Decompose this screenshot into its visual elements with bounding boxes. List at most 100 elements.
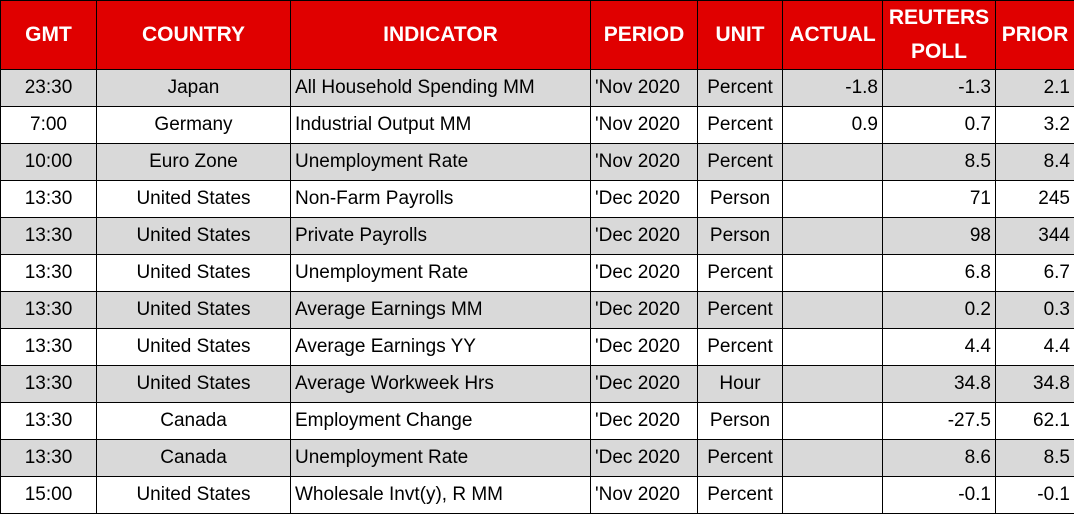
table-cell: Percent: [698, 477, 783, 514]
table-cell: 71: [883, 181, 996, 218]
table-cell: United States: [97, 218, 291, 255]
table-cell: 34.8: [883, 366, 996, 403]
table-cell: [783, 440, 883, 477]
table-cell: 13:30: [1, 181, 97, 218]
table-cell: Unemployment Rate: [291, 144, 591, 181]
table-cell: 10:00: [1, 144, 97, 181]
table-cell: Industrial Output MM: [291, 107, 591, 144]
table-cell: Percent: [698, 255, 783, 292]
table-cell: 'Nov 2020: [591, 144, 698, 181]
table-cell: 0.3: [996, 292, 1074, 329]
table-cell: 'Dec 2020: [591, 366, 698, 403]
table-cell: 6.8: [883, 255, 996, 292]
table-cell: 13:30: [1, 218, 97, 255]
table-cell: 8.4: [996, 144, 1074, 181]
table-cell: Canada: [97, 403, 291, 440]
table-cell: Person: [698, 403, 783, 440]
table-cell: 23:30: [1, 70, 97, 107]
table-cell: [783, 218, 883, 255]
table-cell: Private Payrolls: [291, 218, 591, 255]
table-cell: 34.8: [996, 366, 1074, 403]
table-cell: [783, 144, 883, 181]
table-cell: Non-Farm Payrolls: [291, 181, 591, 218]
table-cell: 6.7: [996, 255, 1074, 292]
column-header: PRIOR: [996, 1, 1074, 70]
table-cell: 13:30: [1, 329, 97, 366]
table-cell: United States: [97, 292, 291, 329]
table-cell: Percent: [698, 70, 783, 107]
table-cell: United States: [97, 181, 291, 218]
table-cell: Average Earnings MM: [291, 292, 591, 329]
table-cell: Japan: [97, 70, 291, 107]
table-cell: Wholesale Invt(y), R MM: [291, 477, 591, 514]
table-cell: 0.2: [883, 292, 996, 329]
column-header: REUTERS POLL: [883, 1, 996, 70]
table-cell: [783, 477, 883, 514]
table-cell: Percent: [698, 292, 783, 329]
table-cell: Average Workweek Hrs: [291, 366, 591, 403]
table-cell: Euro Zone: [97, 144, 291, 181]
table-cell: 98: [883, 218, 996, 255]
table-cell: Percent: [698, 144, 783, 181]
table-cell: Germany: [97, 107, 291, 144]
table-cell: 'Dec 2020: [591, 218, 698, 255]
table-cell: [783, 329, 883, 366]
table-cell: 'Dec 2020: [591, 403, 698, 440]
table-cell: [783, 255, 883, 292]
table-cell: [783, 403, 883, 440]
table-cell: 7:00: [1, 107, 97, 144]
table-cell: 15:00: [1, 477, 97, 514]
table-cell: 4.4: [883, 329, 996, 366]
table-cell: 8.6: [883, 440, 996, 477]
table-cell: -0.1: [996, 477, 1074, 514]
table-cell: -0.1: [883, 477, 996, 514]
table-cell: 'Nov 2020: [591, 70, 698, 107]
table-cell: -1.8: [783, 70, 883, 107]
column-header: GMT: [1, 1, 97, 70]
table-cell: 13:30: [1, 440, 97, 477]
table-cell: 4.4: [996, 329, 1074, 366]
table-cell: 13:30: [1, 366, 97, 403]
table-cell: Person: [698, 181, 783, 218]
table-cell: 8.5: [996, 440, 1074, 477]
table-cell: Hour: [698, 366, 783, 403]
table-cell: Employment Change: [291, 403, 591, 440]
table-cell: 'Dec 2020: [591, 440, 698, 477]
table-cell: Average Earnings YY: [291, 329, 591, 366]
table-cell: Unemployment Rate: [291, 255, 591, 292]
table-cell: 'Dec 2020: [591, 292, 698, 329]
table-cell: 'Dec 2020: [591, 329, 698, 366]
table-cell: 3.2: [996, 107, 1074, 144]
table-cell: -1.3: [883, 70, 996, 107]
table-cell: 13:30: [1, 403, 97, 440]
table-cell: [783, 366, 883, 403]
column-header: ACTUAL: [783, 1, 883, 70]
table-cell: 245: [996, 181, 1074, 218]
table-cell: United States: [97, 329, 291, 366]
table-cell: Person: [698, 218, 783, 255]
table-cell: United States: [97, 255, 291, 292]
table-cell: Unemployment Rate: [291, 440, 591, 477]
table-cell: Percent: [698, 107, 783, 144]
table-cell: All Household Spending MM: [291, 70, 591, 107]
column-header: PERIOD: [591, 1, 698, 70]
table-cell: [783, 292, 883, 329]
table-cell: 'Dec 2020: [591, 181, 698, 218]
table-cell: 13:30: [1, 292, 97, 329]
table-cell: 8.5: [883, 144, 996, 181]
table-cell: 13:30: [1, 255, 97, 292]
